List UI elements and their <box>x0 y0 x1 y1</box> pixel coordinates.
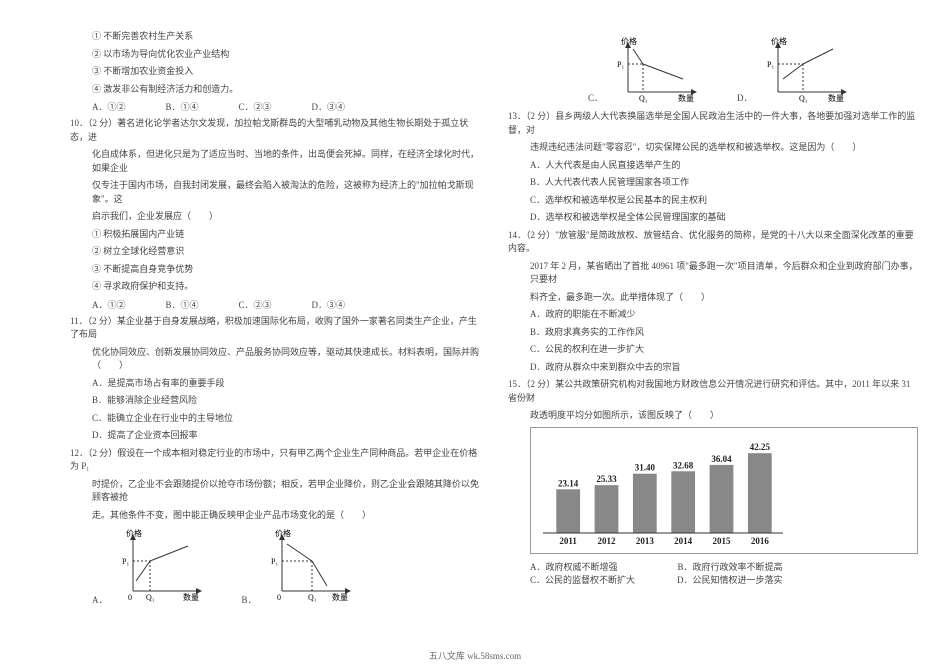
q12-graphs-ab: A． 价格 P₁ 0 Q₁ 数量 <box>92 526 480 606</box>
axis-x-label: 数量 <box>183 592 199 602</box>
svg-text:23.14: 23.14 <box>558 478 579 488</box>
q10-opt-d: D．③④ <box>312 298 346 311</box>
tick-q-d: Q₁ <box>799 94 808 103</box>
q9-opt-d: D．③④ <box>312 100 346 113</box>
q13-opt-d: D．选举权和被选举权是全体公民管理国家的基础 <box>508 211 918 225</box>
q12-graph-a-wrap: A． 价格 P₁ 0 Q₁ 数量 <box>92 526 208 606</box>
page-footer: 五八文库 wk.58sms.com <box>0 649 950 662</box>
q12-graph-b: 价格 P₁ 0 Q₁ 数量 <box>257 526 357 606</box>
svg-text:36.04: 36.04 <box>711 453 732 463</box>
q15-l2: 政透明度平均分如图所示，该图反映了（ ） <box>508 409 918 423</box>
q15-stem: 15．（2 分）某公共政策研究机构对我国地方财政信息公开情况进行研究和评估。其中… <box>508 378 918 405</box>
q13-opt-c: C．选举权和被选举权是公民基本的民主权利 <box>508 194 918 208</box>
tick-q: Q₁ <box>146 593 155 602</box>
q9-opt-c: C．②③ <box>239 100 272 113</box>
q15-opts-row1: A．政府权威不断增强 B．政府行政效率不断提高 <box>508 560 918 573</box>
q10-options: A．①② B．①④ C．②③ D．③④ <box>70 298 480 311</box>
tick-p-b: P₁ <box>271 557 278 566</box>
q14-opt-a: A．政府的职能在不断减少 <box>508 308 918 322</box>
svg-text:2013: 2013 <box>636 536 655 546</box>
q10-b4: ④ 寻求政府保护和支持。 <box>70 280 480 294</box>
q10-l3: 仅专注于国内市场，自我封闭发展，最终会陷入被淘汰的危险，这被称为经济上的"加拉帕… <box>70 179 480 206</box>
axis-x-label-b: 数量 <box>332 592 348 602</box>
q10-opt-b: B．①④ <box>166 298 199 311</box>
svg-text:2011: 2011 <box>559 536 577 546</box>
q12-graph-d-wrap: D． 价格 P₁ Q₁ 数量 <box>737 34 853 104</box>
q11-stem: 11．（2 分）某企业基于自身发展战略，积极加速国际化布局，收购了国外一家著名同… <box>70 315 480 342</box>
svg-text:2015: 2015 <box>713 536 732 546</box>
q9-opt-b: B．①④ <box>166 100 199 113</box>
tick-p-c: P₁ <box>617 60 624 69</box>
q9-bullet-1: ① 不断完善农村生产关系 <box>70 30 480 44</box>
svg-text:2012: 2012 <box>598 536 617 546</box>
q10-opt-a: A．①② <box>92 298 126 311</box>
svg-text:42.25: 42.25 <box>750 442 771 452</box>
axis-x-label-c: 数量 <box>678 93 694 103</box>
tick-q-b: Q₁ <box>308 593 317 602</box>
q15-barchart: 23.14 2011 25.33 2012 31.40 2013 32.68 2014 36.0… <box>530 427 918 554</box>
q10-l4: 启示我们，企业发展应（ ） <box>70 210 480 224</box>
q9-bullet-2: ② 以市场为导向优化农业产业结构 <box>70 48 480 62</box>
q14-l2: 2017 年 2 月，某省晒出了首批 40961 项"最多跑一次"项目清单，今后… <box>508 260 918 287</box>
q12-label-a: A． <box>92 593 108 606</box>
q12-l2: 时提价，乙企业不会跟随提价以抢夺市场份额；相反，若甲企业降价，则乙企业会跟随其降… <box>70 478 480 505</box>
q13-l2: 违规违纪违法问题"零容忍"，切实保障公民的选举权和被选举权。这是因为（ ） <box>508 141 918 155</box>
q14-opt-c: C．公民的权利在进一步扩大 <box>508 343 918 357</box>
q13-opt-b: B．人大代表代表人民管理国家各项工作 <box>508 176 918 190</box>
origin: 0 <box>128 593 132 602</box>
svg-text:2014: 2014 <box>674 536 693 546</box>
svg-text:2016: 2016 <box>751 536 770 546</box>
q10-stem: 10．（2 分）著名进化论学者达尔文发现，加拉帕戈斯群岛的大型哺乳动物及其他生物… <box>70 117 480 144</box>
q12-graphs-cd: C． 价格 P₁ Q₁ 数量 D． <box>508 34 918 104</box>
q9-opt-a: A．①② <box>92 100 126 113</box>
q11-l2: 优化协同效应、创新发展协同效应、产品服务协同效应等，驱动其快速成长。材料表明，国… <box>70 346 480 373</box>
q15-opt-d: D．公民知情权进一步落实 <box>677 573 783 586</box>
q12-graph-a: 价格 P₁ 0 Q₁ 数量 <box>108 526 208 606</box>
q12-label-c: C． <box>588 91 603 104</box>
left-column: ① 不断完善农村生产关系 ② 以市场为导向优化农业产业结构 ③ 不断增加农业资金… <box>70 30 480 612</box>
q13-stem: 13．（2 分）县乡两级人大代表换届选举是全国人民政治生活中的一件大事，各地要加… <box>508 110 918 137</box>
svg-text:25.33: 25.33 <box>596 474 617 484</box>
tick-p: P₁ <box>122 557 129 566</box>
q12-graph-d: 价格 P₁ Q₁ 数量 <box>753 34 853 104</box>
q12-graph-b-wrap: B． 价格 P₁ 0 Q₁ 数量 <box>242 526 357 606</box>
q12-label-d: D． <box>737 91 753 104</box>
right-column: C． 价格 P₁ Q₁ 数量 D． <box>508 30 918 612</box>
q12-graph-c-wrap: C． 价格 P₁ Q₁ 数量 <box>588 34 703 104</box>
q9-bullet-4: ④ 激发非公有制经济活力和创造力。 <box>70 83 480 97</box>
q15-opt-b: B．政府行政效率不断提高 <box>678 560 783 573</box>
tick-p-d: P₁ <box>767 60 774 69</box>
q15-opt-c: C．公民的监督权不断扩大 <box>530 573 635 586</box>
q11-opt-c: C．能确立企业在行业中的主导地位 <box>70 412 480 426</box>
tick-q-c: Q₁ <box>639 94 648 103</box>
q10-b2: ② 树立全球化经营意识 <box>70 245 480 259</box>
q11-opt-d: D．提高了企业资本回报率 <box>70 429 480 443</box>
q10-l2: 化自成体系，但进化只是为了适应当时、当地的条件，出岛便会死掉。同样，在经济全球化… <box>70 148 480 175</box>
origin-b: 0 <box>277 593 281 602</box>
svg-text:32.68: 32.68 <box>673 460 694 470</box>
q15-opt-a: A．政府权威不断增强 <box>530 560 618 573</box>
q12-graph-c: 价格 P₁ Q₁ 数量 <box>603 34 703 104</box>
q10-b3: ③ 不断提高自身竞争优势 <box>70 263 480 277</box>
q11-opt-a: A．是提高市场占有率的重要手段 <box>70 377 480 391</box>
q14-stem: 14．（2 分）"放管服"是简政放权、放管结合、优化服务的简称，是党的十八大以来… <box>508 229 918 256</box>
q14-opt-b: B．政府求真务实的工作作风 <box>508 326 918 340</box>
axis-x-label-d: 数量 <box>828 93 844 103</box>
q9-bullet-3: ③ 不断增加农业资金投入 <box>70 65 480 79</box>
q12-l3: 走。其他条件不变，图中能正确反映甲企业产品市场变化的是（ ） <box>70 509 480 523</box>
q10-opt-c: C．②③ <box>239 298 272 311</box>
q14-opt-d: D．政府从群众中来到群众中去的宗旨 <box>508 361 918 375</box>
svg-text:31.40: 31.40 <box>635 462 656 472</box>
q15-opts-row2: C．公民的监督权不断扩大 D．公民知情权进一步落实 <box>508 573 918 586</box>
q10-b1: ① 积极拓展国内产业链 <box>70 228 480 242</box>
q13-opt-a: A．人大代表是由人民直接选举产生的 <box>508 159 918 173</box>
q14-l3: 料齐全，最多跑一次。此举措体现了（ ） <box>508 291 918 305</box>
q11-opt-b: B．能够消除企业经营风险 <box>70 394 480 408</box>
q12-stem: 12．（2 分）假设在一个成本相对稳定行业的市场中，只有甲乙两个企业生产同种商品… <box>70 447 480 474</box>
q12-label-b: B． <box>242 593 257 606</box>
q9-options: A．①② B．①④ C．②③ D．③④ <box>70 100 480 113</box>
